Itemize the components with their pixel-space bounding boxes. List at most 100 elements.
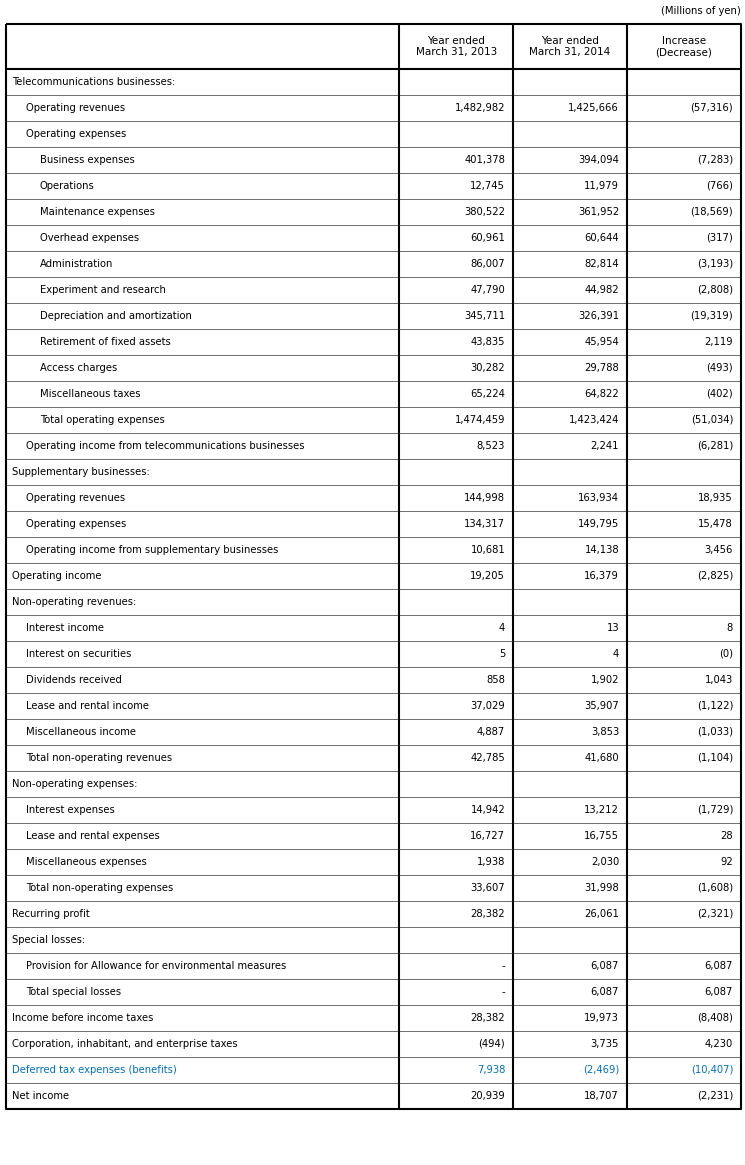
Text: (8,408): (8,408) — [697, 1014, 733, 1023]
Text: 86,007: 86,007 — [471, 259, 505, 269]
Text: 4,887: 4,887 — [477, 727, 505, 737]
Text: 15,478: 15,478 — [698, 518, 733, 529]
Text: 30,282: 30,282 — [471, 363, 505, 373]
Text: (2,469): (2,469) — [583, 1065, 619, 1075]
Text: 1,423,424: 1,423,424 — [568, 415, 619, 425]
Text: Miscellaneous taxes: Miscellaneous taxes — [40, 389, 141, 398]
Text: Depreciation and amortization: Depreciation and amortization — [40, 311, 192, 322]
Text: 28,382: 28,382 — [471, 909, 505, 919]
Text: (494): (494) — [478, 1039, 505, 1048]
Text: 5: 5 — [498, 649, 505, 659]
Text: (7,283): (7,283) — [697, 155, 733, 165]
Text: 45,954: 45,954 — [584, 337, 619, 347]
Text: Operations: Operations — [40, 181, 95, 191]
Text: 4: 4 — [613, 649, 619, 659]
Text: 47,790: 47,790 — [470, 285, 505, 295]
Text: 1,902: 1,902 — [591, 675, 619, 685]
Text: 20,939: 20,939 — [470, 1090, 505, 1101]
Text: 6,087: 6,087 — [705, 961, 733, 970]
Text: 26,061: 26,061 — [584, 909, 619, 919]
Text: Operating revenues: Operating revenues — [26, 103, 125, 113]
Text: (57,316): (57,316) — [691, 103, 733, 113]
Text: Provision for Allowance for environmental measures: Provision for Allowance for environmenta… — [26, 961, 286, 970]
Text: (18,569): (18,569) — [691, 207, 733, 217]
Text: Non-operating expenses:: Non-operating expenses: — [12, 779, 137, 789]
Text: 6,087: 6,087 — [705, 987, 733, 997]
Text: 8: 8 — [727, 623, 733, 633]
Text: Lease and rental expenses: Lease and rental expenses — [26, 831, 159, 841]
Text: (2,231): (2,231) — [697, 1090, 733, 1101]
Text: Miscellaneous income: Miscellaneous income — [26, 727, 136, 737]
Text: Overhead expenses: Overhead expenses — [40, 233, 139, 243]
Text: Net income: Net income — [12, 1090, 69, 1101]
Text: (1,608): (1,608) — [697, 883, 733, 894]
Text: (1,122): (1,122) — [697, 701, 733, 711]
Text: 6,087: 6,087 — [591, 961, 619, 970]
Text: 16,755: 16,755 — [584, 831, 619, 841]
Text: 16,727: 16,727 — [470, 831, 505, 841]
Text: 43,835: 43,835 — [471, 337, 505, 347]
Text: 7,938: 7,938 — [477, 1065, 505, 1075]
Text: (2,808): (2,808) — [697, 285, 733, 295]
Text: 12,745: 12,745 — [470, 181, 505, 191]
Text: Operating revenues: Operating revenues — [26, 493, 125, 503]
Text: Deferred tax expenses (benefits): Deferred tax expenses (benefits) — [12, 1065, 177, 1075]
Text: 42,785: 42,785 — [470, 753, 505, 763]
Text: Operating expenses: Operating expenses — [26, 129, 126, 139]
Text: Total operating expenses: Total operating expenses — [40, 415, 165, 425]
Text: 10,681: 10,681 — [470, 545, 505, 555]
Text: 65,224: 65,224 — [470, 389, 505, 398]
Text: 18,707: 18,707 — [584, 1090, 619, 1101]
Text: Corporation, inhabitant, and enterprise taxes: Corporation, inhabitant, and enterprise … — [12, 1039, 238, 1048]
Text: 64,822: 64,822 — [584, 389, 619, 398]
Text: (493): (493) — [706, 363, 733, 373]
Text: Operating expenses: Operating expenses — [26, 518, 126, 529]
Text: 2,030: 2,030 — [591, 857, 619, 867]
Text: (1,033): (1,033) — [697, 727, 733, 737]
Text: 82,814: 82,814 — [584, 259, 619, 269]
Text: 11,979: 11,979 — [584, 181, 619, 191]
Text: 1,043: 1,043 — [705, 675, 733, 685]
Text: (766): (766) — [706, 181, 733, 191]
Text: 4,230: 4,230 — [705, 1039, 733, 1048]
Text: 2,241: 2,241 — [591, 442, 619, 451]
Text: 37,029: 37,029 — [470, 701, 505, 711]
Text: Access charges: Access charges — [40, 363, 117, 373]
Text: 14,138: 14,138 — [584, 545, 619, 555]
Text: Dividends received: Dividends received — [26, 675, 122, 685]
Text: Year ended
March 31, 2014: Year ended March 31, 2014 — [530, 36, 611, 57]
Text: Income before income taxes: Income before income taxes — [12, 1014, 153, 1023]
Text: Operating income: Operating income — [12, 571, 101, 581]
Text: 16,379: 16,379 — [584, 571, 619, 581]
Text: (1,729): (1,729) — [697, 805, 733, 816]
Text: 380,522: 380,522 — [464, 207, 505, 217]
Text: 3,853: 3,853 — [591, 727, 619, 737]
Text: (402): (402) — [706, 389, 733, 398]
Text: 3,456: 3,456 — [705, 545, 733, 555]
Text: 14,942: 14,942 — [470, 805, 505, 816]
Text: (317): (317) — [706, 233, 733, 243]
Text: 60,961: 60,961 — [470, 233, 505, 243]
Text: 401,378: 401,378 — [464, 155, 505, 165]
Text: -: - — [501, 961, 505, 970]
Text: Total non-operating expenses: Total non-operating expenses — [26, 883, 174, 894]
Text: 28: 28 — [720, 831, 733, 841]
Text: Maintenance expenses: Maintenance expenses — [40, 207, 155, 217]
Text: 60,644: 60,644 — [584, 233, 619, 243]
Text: 163,934: 163,934 — [578, 493, 619, 503]
Text: 2,119: 2,119 — [704, 337, 733, 347]
Text: 19,205: 19,205 — [470, 571, 505, 581]
Text: 13: 13 — [606, 623, 619, 633]
Text: 6,087: 6,087 — [591, 987, 619, 997]
Text: 144,998: 144,998 — [464, 493, 505, 503]
Text: 44,982: 44,982 — [584, 285, 619, 295]
Text: Operating income from supplementary businesses: Operating income from supplementary busi… — [26, 545, 279, 555]
Text: (2,825): (2,825) — [697, 571, 733, 581]
Text: 149,795: 149,795 — [578, 518, 619, 529]
Text: 345,711: 345,711 — [464, 311, 505, 322]
Text: 92: 92 — [720, 857, 733, 867]
Text: 1,425,666: 1,425,666 — [568, 103, 619, 113]
Text: 31,998: 31,998 — [584, 883, 619, 894]
Text: Increase
(Decrease): Increase (Decrease) — [656, 36, 712, 57]
Text: Recurring profit: Recurring profit — [12, 909, 89, 919]
